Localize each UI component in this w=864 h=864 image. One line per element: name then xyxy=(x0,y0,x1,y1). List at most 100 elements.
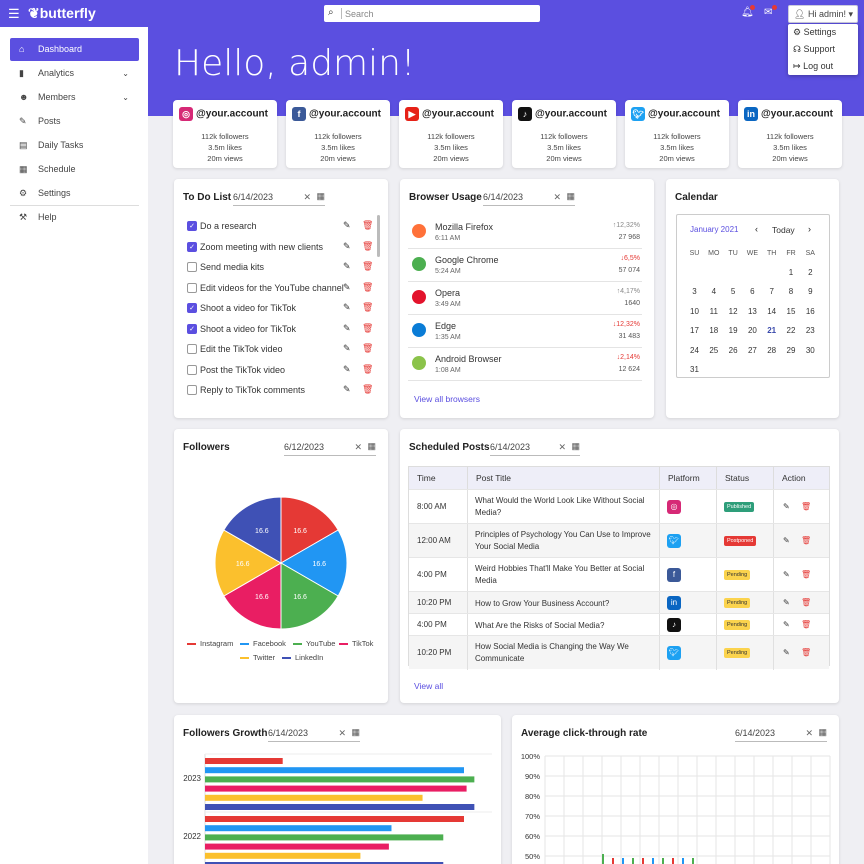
pie-slice-twitter[interactable] xyxy=(214,529,283,597)
calendar-icon[interactable]: ▦ xyxy=(351,727,360,737)
todo-checkbox[interactable]: ✓ xyxy=(187,221,197,231)
todo-checkbox[interactable]: ✓ xyxy=(187,241,197,252)
calendar-day[interactable]: 27 xyxy=(747,345,757,355)
edit-icon[interactable]: ✎ xyxy=(343,240,351,251)
growth-bar[interactable] xyxy=(205,758,283,764)
calendar-day[interactable]: 28 xyxy=(767,345,777,355)
legend-item[interactable]: Instagram xyxy=(187,639,233,648)
calendar-day[interactable]: 17 xyxy=(690,326,699,336)
social-card[interactable]: ◎ @your.account 112k followers 3.5m likes 20… xyxy=(173,100,277,168)
ctr-bar[interactable] xyxy=(672,858,674,864)
scheduled-date-field[interactable]: 6/14/2023 ✕ ▦ xyxy=(490,441,580,456)
delete-icon[interactable]: 🗑︎ xyxy=(362,384,374,394)
social-card[interactable]: 🐦︎ @your.account 112k followers 3.5m likes 2… xyxy=(625,100,729,168)
calendar-day[interactable]: 21 xyxy=(767,326,777,336)
growth-bar[interactable] xyxy=(205,804,475,810)
delete-icon[interactable]: 🗑︎ xyxy=(362,302,374,312)
delete-icon[interactable]: 🗑︎ xyxy=(362,220,374,230)
edit-icon[interactable]: ✎ xyxy=(343,302,351,312)
edit-icon[interactable]: ✎ xyxy=(343,343,351,353)
delete-icon[interactable]: 🗑︎ xyxy=(801,620,812,629)
pie-slice-linkedin[interactable] xyxy=(223,496,282,564)
search-input[interactable]: ⌕ Search xyxy=(324,5,540,22)
brand-logo[interactable]: ❦butterfly xyxy=(28,5,96,21)
sidebar-item-help[interactable]: ⚒ Help xyxy=(10,206,139,229)
calendar-icon[interactable]: ▦ xyxy=(818,727,827,737)
edit-icon[interactable]: ✎ xyxy=(343,261,351,271)
todo-date-field[interactable]: 6/14/2023 ✕ ▦ xyxy=(233,191,325,206)
clear-icon[interactable]: ✕ xyxy=(338,728,346,738)
growth-bar[interactable] xyxy=(205,776,475,783)
prev-month-icon[interactable]: ‹ xyxy=(755,224,758,234)
calendar-month[interactable]: January 2021 xyxy=(690,225,739,234)
legend-item[interactable]: TikTok xyxy=(339,639,373,648)
growth-bar[interactable] xyxy=(205,825,392,832)
hamburger-menu-icon[interactable]: ☰ xyxy=(8,6,20,21)
todo-checkbox[interactable] xyxy=(187,282,197,293)
growth-bar[interactable] xyxy=(205,834,444,841)
social-card[interactable]: f @your.account 112k followers 3.5m likes 20… xyxy=(286,100,390,168)
calendar-day[interactable]: 24 xyxy=(690,345,699,355)
legend-item[interactable]: Facebook xyxy=(240,639,286,648)
menu-item-support[interactable]: ☊ Support xyxy=(793,44,836,54)
view-all-browsers-link[interactable]: View all browsers xyxy=(414,394,480,404)
growth-bar[interactable] xyxy=(205,843,389,850)
calendar-day[interactable]: 7 xyxy=(769,287,774,297)
calendar-day[interactable]: 22 xyxy=(786,326,796,336)
calendar-icon[interactable]: ▦ xyxy=(316,191,325,201)
ctr-bar[interactable] xyxy=(622,858,624,864)
calendar-icon[interactable]: ▦ xyxy=(566,191,575,201)
browser-row[interactable]: Edge 1:35 AM ↓12,32% 31 483 xyxy=(408,315,642,348)
calendar-day[interactable]: 10 xyxy=(690,306,699,316)
ctr-date-field[interactable]: 6/14/2023 ✕ ▦ xyxy=(735,727,827,742)
menu-item-settings[interactable]: ⚙ Settings xyxy=(793,27,837,37)
calendar-day[interactable]: 18 xyxy=(709,326,719,336)
browser-row[interactable]: Google Chrome 5:24 AM ↓6,5% 57 074 xyxy=(408,249,642,282)
ctr-bar[interactable] xyxy=(652,858,654,864)
calendar-day[interactable]: 23 xyxy=(805,326,815,336)
social-card[interactable]: ♪ @your.account 112k followers 3.5m likes 20… xyxy=(512,100,616,168)
pie-slice-instagram[interactable] xyxy=(280,496,339,564)
calendar-day[interactable]: 9 xyxy=(808,287,813,297)
delete-icon[interactable]: 🗑︎ xyxy=(801,648,812,657)
edit-icon[interactable]: ✎ xyxy=(343,281,351,292)
delete-icon[interactable]: 🗑︎ xyxy=(362,261,374,271)
calendar-day[interactable]: 13 xyxy=(747,306,757,316)
clear-icon[interactable]: ✕ xyxy=(558,442,566,452)
ctr-bar[interactable] xyxy=(662,858,664,864)
edit-icon[interactable]: ✎ xyxy=(783,570,790,579)
clear-icon[interactable]: ✕ xyxy=(354,442,362,452)
browser-date-field[interactable]: 6/14/2023 ✕ ▦ xyxy=(483,191,575,206)
todo-checkbox[interactable] xyxy=(187,344,197,354)
sidebar-item-analytics[interactable]: ▮ Analytics ⌄ xyxy=(10,62,139,85)
edit-icon[interactable]: ✎ xyxy=(343,363,351,374)
sidebar-item-daily-tasks[interactable]: ▤ Daily Tasks xyxy=(10,134,139,157)
calendar-day[interactable]: 25 xyxy=(709,345,719,355)
browser-row[interactable]: Mozilla Firefox 6:11 AM ↑12,32% 27 968 xyxy=(408,216,642,249)
menu-item-logout[interactable]: ↦ Log out xyxy=(793,61,834,71)
calendar-day[interactable]: 5 xyxy=(730,287,736,297)
followers-date-field[interactable]: 6/12/2023 ✕ ▦ xyxy=(284,441,376,456)
calendar-day[interactable]: 8 xyxy=(788,287,794,297)
edit-icon[interactable]: ✎ xyxy=(783,502,790,511)
next-month-icon[interactable]: › xyxy=(808,224,811,234)
sidebar-item-posts[interactable]: ✎ Posts xyxy=(10,110,139,133)
legend-item[interactable]: LinkedIn xyxy=(282,653,323,662)
view-all-posts-link[interactable]: View all xyxy=(414,681,444,691)
edit-icon[interactable]: ✎ xyxy=(343,220,351,230)
social-card[interactable]: ▶ @your.account 112k followers 3.5m likes 20… xyxy=(399,100,503,168)
calendar-day[interactable]: 2 xyxy=(808,268,813,277)
delete-icon[interactable]: 🗑︎ xyxy=(801,598,812,607)
sidebar-item-settings[interactable]: ⚙ Settings xyxy=(10,182,139,205)
calendar-day[interactable]: 26 xyxy=(728,345,738,355)
growth-date-field[interactable]: 6/14/2023 ✕ ▦ xyxy=(268,727,360,742)
legend-item[interactable]: Twitter xyxy=(240,653,275,662)
pie-slice-youtube[interactable] xyxy=(280,562,339,630)
pie-slice-facebook[interactable] xyxy=(279,529,348,597)
calendar-day[interactable]: 4 xyxy=(711,287,717,297)
todo-checkbox[interactable]: ✓ xyxy=(187,303,197,313)
calendar-day[interactable]: 31 xyxy=(690,365,699,374)
ctr-bar[interactable] xyxy=(602,854,604,864)
edit-icon[interactable]: ✎ xyxy=(783,598,790,607)
table-row[interactable]: 12:00 AM Principles of Psychology You Can… xyxy=(409,523,829,558)
